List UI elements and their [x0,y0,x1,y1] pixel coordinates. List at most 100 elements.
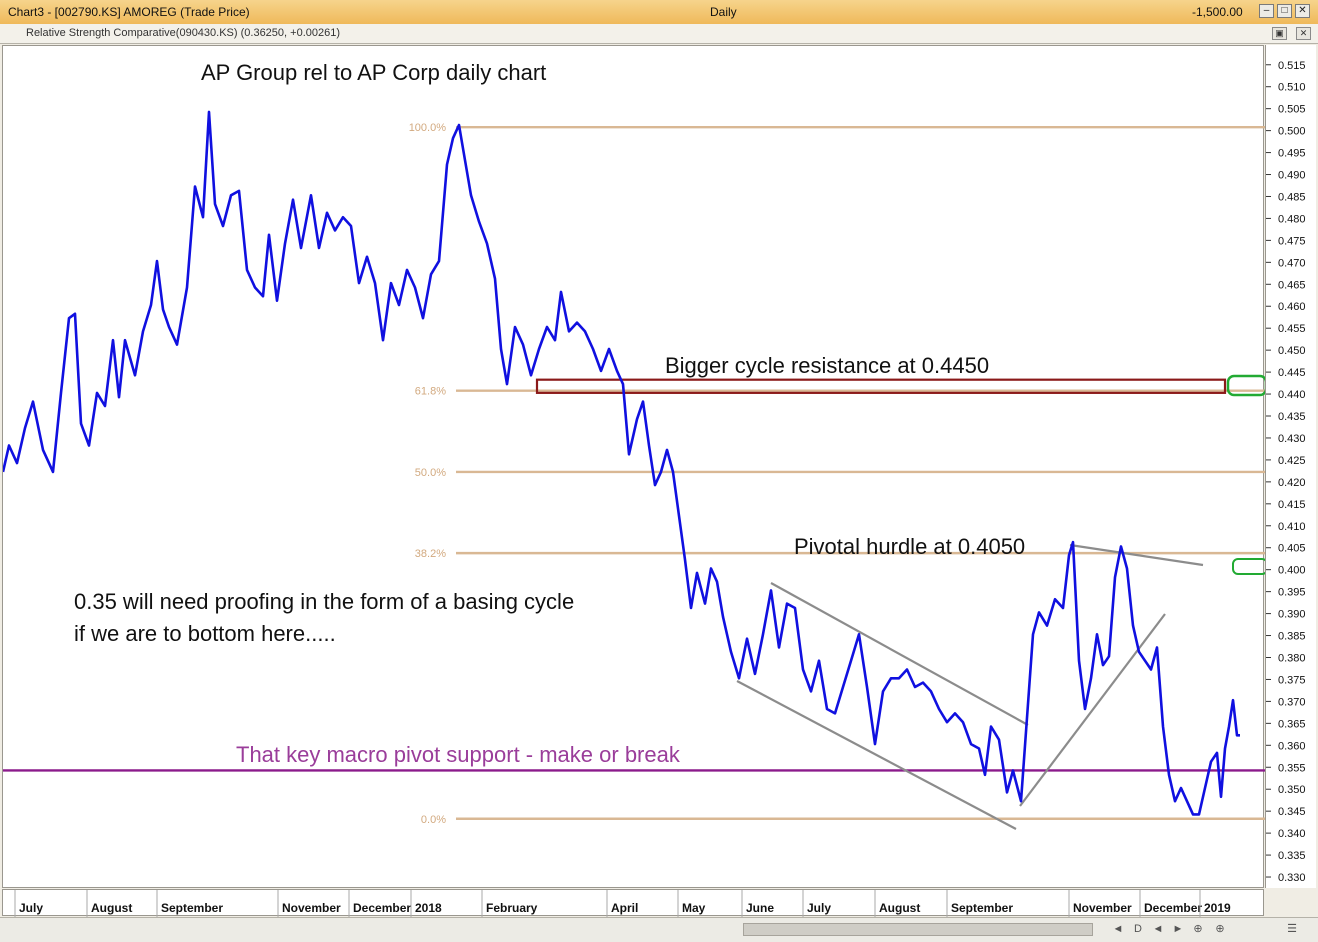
price-tick-label-36: 0.335 [1278,850,1306,862]
resistance-layer [535,378,1227,394]
time-tick-label-9: June [746,901,774,915]
price-tick-label-33: 0.350 [1278,784,1306,796]
fib-level-label-4: 0.0% [421,814,446,826]
price-tick-label-31: 0.360 [1278,740,1306,752]
zoom-out-icon[interactable]: ◄ [1152,923,1164,935]
interval-label: Daily [710,5,737,19]
fib-level-label-1: 61.8% [415,386,446,398]
time-axis[interactable]: July August September November December 2018 F… [2,889,1264,917]
price-tick-label-1: 0.510 [1278,82,1306,94]
proofing-annotation-line2: if we are to bottom here..... [74,621,336,646]
price-tick-label-2: 0.505 [1278,104,1306,116]
time-tick-label-12: September [951,901,1013,915]
price-tick-label-10: 0.465 [1278,279,1306,291]
channel-lower-line [736,680,1017,830]
fib-level-label-3: 38.2% [415,548,446,560]
chart-title: AP Group rel to AP Corp daily chart [201,60,546,85]
price-tick-label-24: 0.395 [1278,587,1306,599]
indicator-label: Relative Strength Comparative(090430.KS)… [26,27,340,39]
price-axis-svg: 0.515 0.510 0.505 0.500 0.495 0.490 0.485 0.480… [1266,60,1306,884]
time-tick-label-6: February [486,901,538,915]
chart-svg[interactable]: 100.0% 61.8% 50.0% 38.2% 0.0% AP Group rel t… [1,46,1268,889]
time-tick-label-7: April [611,901,638,915]
pivotal-annotation: Pivotal hurdle at 0.4050 [794,534,1025,559]
price-tick-label-34: 0.345 [1278,806,1306,818]
time-tick-label-14: December [1144,901,1202,915]
price-tick-label-14: 0.445 [1278,367,1306,379]
time-tick-label-13: November [1073,901,1132,915]
fib-level-label-0: 100.0% [409,122,447,134]
price-tick-label-9: 0.470 [1278,257,1306,269]
series-layer [1,110,1240,816]
scroll-thumb[interactable] [743,923,1093,936]
price-tick-label-27: 0.380 [1278,652,1306,664]
horizontal-scrollbar[interactable]: ◄ D ◄ ► ⊕ ⊕ ☰ [0,917,1318,942]
time-tick-label-5: 2018 [415,901,442,915]
time-axis-svg: July August September November December 2018 F… [14,890,1231,917]
maximize-icon[interactable]: □ [1277,4,1292,18]
price-tick-label-32: 0.355 [1278,762,1306,774]
price-tick-label-19: 0.420 [1278,477,1306,489]
proofing-annotation-line1: 0.35 will need proofing in the form of a… [74,589,574,614]
chart-plot-area[interactable]: 100.0% 61.8% 50.0% 38.2% 0.0% AP Group rel t… [1,45,1268,889]
indicator-bar: Relative Strength Comparative(090430.KS)… [0,24,1318,44]
resistance-zone [535,378,1227,394]
price-tick-label-7: 0.480 [1278,213,1306,225]
header-value: -1,500.00 [1192,5,1243,19]
price-tick-label-28: 0.375 [1278,674,1306,686]
top-resistance-line [1069,543,1204,567]
time-tick-label-0: July [19,901,43,915]
price-tick-label-11: 0.460 [1278,301,1306,313]
scroll-left-icon[interactable]: ◄ [1112,923,1124,935]
price-tick-label-15: 0.440 [1278,389,1306,401]
price-tick-label-6: 0.485 [1278,191,1306,203]
price-tick-label-13: 0.450 [1278,345,1306,357]
support-annotation: That key macro pivot support - make or b… [236,742,681,767]
price-tick-label-25: 0.390 [1278,609,1306,621]
price-tick-label-0: 0.515 [1278,60,1306,72]
time-tick-label-4: December [353,901,411,915]
chart-menu-icon[interactable]: ☰ [1287,923,1297,935]
price-tick-label-23: 0.400 [1278,565,1306,577]
pane-close-icon[interactable]: ✕ [1296,27,1311,40]
price-tick-label-29: 0.370 [1278,696,1306,708]
pivotal-target-marker [1232,558,1268,575]
scroll-end-icon[interactable]: ⊕ [1215,923,1225,935]
price-tick-label-17: 0.430 [1278,433,1306,445]
rs-series-line-0 [1,110,1240,816]
resistance-target-marker [1226,374,1268,397]
price-tick-label-37: 0.330 [1278,872,1306,884]
price-tick-label-5: 0.490 [1278,170,1306,182]
price-tick-label-35: 0.340 [1278,828,1306,840]
channel-upper-line [770,582,1029,726]
fib-level-label-2: 50.0% [415,467,446,479]
minimize-icon[interactable]: – [1259,4,1274,18]
price-tick-label-8: 0.475 [1278,235,1306,247]
price-tick-label-3: 0.500 [1278,126,1306,138]
price-tick-label-22: 0.405 [1278,543,1306,555]
zoom-in-icon[interactable]: ► [1172,923,1184,935]
time-tick-label-10: July [807,901,831,915]
resistance-annotation: Bigger cycle resistance at 0.4450 [665,353,989,378]
fibonacci-layer: 100.0% 61.8% 50.0% 38.2% 0.0% [409,122,1265,826]
time-tick-label-3: November [282,901,341,915]
price-tick-label-16: 0.435 [1278,411,1306,423]
price-tick-label-12: 0.455 [1278,323,1306,335]
price-tick-label-4: 0.495 [1278,148,1306,160]
pane-settings-icon[interactable]: ▣ [1272,27,1287,40]
price-tick-label-26: 0.385 [1278,631,1306,643]
interval-button[interactable]: D [1134,923,1142,935]
time-tick-label-8: May [682,901,706,915]
price-tick-label-21: 0.410 [1278,521,1306,533]
price-axis[interactable]: 0.515 0.510 0.505 0.500 0.495 0.490 0.485 0.480… [1265,45,1316,888]
price-tick-label-18: 0.425 [1278,455,1306,467]
price-tick-label-20: 0.415 [1278,499,1306,511]
price-tick-label-30: 0.365 [1278,718,1306,730]
time-tick-label-11: August [879,901,920,915]
zoom-reset-icon[interactable]: ⊕ [1193,923,1203,935]
trendline-layer [736,543,1204,830]
time-tick-label-1: August [91,901,132,915]
window-title: Chart3 - [002790.KS] AMOREG (Trade Price… [8,5,250,19]
close-icon[interactable]: ✕ [1295,4,1310,18]
window-titlebar: Chart3 - [002790.KS] AMOREG (Trade Price… [0,0,1318,25]
